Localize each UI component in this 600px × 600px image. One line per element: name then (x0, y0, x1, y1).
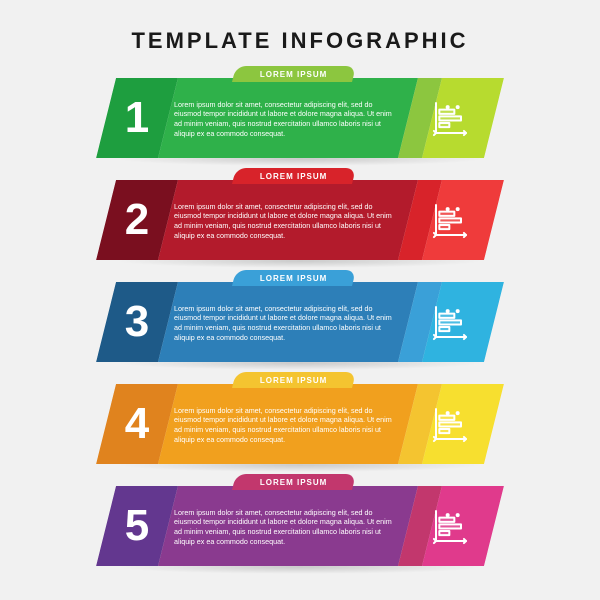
infographic-row-3: LOREM IPSUM 3 Lorem ipsum dolor sit amet… (106, 282, 494, 362)
row-shape (96, 78, 504, 158)
infographic-row-5: LOREM IPSUM 5 Lorem ipsum dolor sit amet… (106, 486, 494, 566)
row-shape (96, 486, 504, 566)
infographic-row-4: LOREM IPSUM 4 Lorem ipsum dolor sit amet… (106, 384, 494, 464)
row-tab: LOREM IPSUM (232, 66, 356, 82)
row-tab: LOREM IPSUM (232, 168, 356, 184)
page-title: TEMPLATE INFOGRAPHIC (0, 0, 600, 54)
infographic-row-2: LOREM IPSUM 2 Lorem ipsum dolor sit amet… (106, 180, 494, 260)
row-shape (96, 282, 504, 362)
row-tab-label: LOREM IPSUM (260, 478, 327, 487)
row-shape (96, 384, 504, 464)
row-tab: LOREM IPSUM (232, 372, 356, 388)
row-tab: LOREM IPSUM (232, 270, 356, 286)
row-tab-label: LOREM IPSUM (260, 70, 327, 79)
infographic-row-1: LOREM IPSUM 1 Lorem ipsum dolor sit amet… (106, 78, 494, 158)
row-tab-label: LOREM IPSUM (260, 274, 327, 283)
infographic-stack: LOREM IPSUM 1 Lorem ipsum dolor sit amet… (0, 78, 600, 588)
row-shape (96, 180, 504, 260)
row-tab-label: LOREM IPSUM (260, 376, 327, 385)
row-tab-label: LOREM IPSUM (260, 172, 327, 181)
row-tab: LOREM IPSUM (232, 474, 356, 490)
